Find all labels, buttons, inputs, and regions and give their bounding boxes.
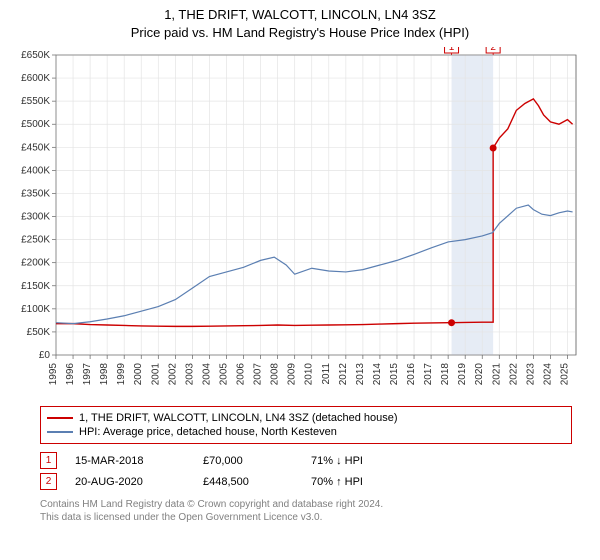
svg-text:2024: 2024 xyxy=(542,363,553,386)
svg-text:2012: 2012 xyxy=(338,363,349,386)
sale-marker-dot xyxy=(448,319,455,326)
title-line1: 1, THE DRIFT, WALCOTT, LINCOLN, LN4 3SZ xyxy=(0,6,600,24)
title-line2: Price paid vs. HM Land Registry's House … xyxy=(0,24,600,42)
svg-text:2019: 2019 xyxy=(457,363,468,386)
svg-text:£550K: £550K xyxy=(21,96,50,107)
svg-text:2013: 2013 xyxy=(355,363,366,386)
legend-swatch xyxy=(47,417,73,419)
footer-line1: Contains HM Land Registry data © Crown c… xyxy=(40,498,572,511)
svg-text:2014: 2014 xyxy=(372,363,383,386)
svg-text:2003: 2003 xyxy=(184,363,195,386)
svg-text:2004: 2004 xyxy=(201,363,212,386)
svg-text:£250K: £250K xyxy=(21,235,50,246)
svg-text:2001: 2001 xyxy=(150,363,161,386)
legend-item: 1, THE DRIFT, WALCOTT, LINCOLN, LN4 3SZ … xyxy=(47,411,565,425)
sale-price: £70,000 xyxy=(203,455,293,467)
svg-text:£150K: £150K xyxy=(21,281,50,292)
svg-text:2018: 2018 xyxy=(440,363,451,386)
svg-text:1995: 1995 xyxy=(48,363,59,386)
svg-text:1: 1 xyxy=(449,47,455,53)
svg-text:£600K: £600K xyxy=(21,73,50,84)
svg-text:2025: 2025 xyxy=(559,363,570,386)
svg-text:2002: 2002 xyxy=(167,363,178,386)
svg-text:£100K: £100K xyxy=(21,304,50,315)
svg-text:2005: 2005 xyxy=(218,363,229,386)
svg-text:2022: 2022 xyxy=(508,363,519,386)
price-chart: £0 £50K £100K £150K £200K £250K £300K £350K £400… xyxy=(8,47,592,402)
legend-swatch xyxy=(47,431,73,433)
sale-date: 20-AUG-2020 xyxy=(75,476,185,488)
sale-date: 15-MAR-2018 xyxy=(75,455,185,467)
svg-text:£500K: £500K xyxy=(21,119,50,130)
legend-label: HPI: Average price, detached house, Nort… xyxy=(79,426,337,438)
sale-marker-number: 2 xyxy=(40,473,57,490)
legend: 1, THE DRIFT, WALCOTT, LINCOLN, LN4 3SZ … xyxy=(40,406,572,444)
svg-text:£200K: £200K xyxy=(21,258,50,269)
legend-item: HPI: Average price, detached house, Nort… xyxy=(47,425,565,439)
svg-text:£0: £0 xyxy=(39,350,51,361)
svg-text:1999: 1999 xyxy=(116,363,127,386)
svg-text:1996: 1996 xyxy=(65,363,76,386)
svg-text:1997: 1997 xyxy=(82,363,93,386)
svg-text:£450K: £450K xyxy=(21,142,50,153)
svg-text:2007: 2007 xyxy=(253,363,264,386)
sale-markers-table: 1 15-MAR-2018 £70,000 71% ↓ HPI 2 20-AUG-2020… xyxy=(40,450,572,492)
sale-hpi-delta: 71% ↓ HPI xyxy=(311,455,363,467)
sale-marker-dot xyxy=(490,145,497,152)
sale-marker-number: 1 xyxy=(40,452,57,469)
legend-label: 1, THE DRIFT, WALCOTT, LINCOLN, LN4 3SZ … xyxy=(79,412,398,424)
svg-text:2011: 2011 xyxy=(321,363,332,385)
footer-line2: This data is licensed under the Open Gov… xyxy=(40,511,572,524)
svg-text:2: 2 xyxy=(490,47,496,53)
svg-text:2006: 2006 xyxy=(236,363,247,386)
svg-text:£350K: £350K xyxy=(21,189,50,200)
footer-attribution: Contains HM Land Registry data © Crown c… xyxy=(40,498,572,524)
svg-text:2023: 2023 xyxy=(525,363,536,386)
sale-marker-row: 2 20-AUG-2020 £448,500 70% ↑ HPI xyxy=(40,471,572,492)
svg-text:2010: 2010 xyxy=(304,363,315,386)
svg-text:2017: 2017 xyxy=(423,363,434,386)
svg-text:2015: 2015 xyxy=(389,363,400,386)
svg-text:2000: 2000 xyxy=(133,363,144,386)
svg-text:2009: 2009 xyxy=(287,363,298,386)
sale-marker-row: 1 15-MAR-2018 £70,000 71% ↓ HPI xyxy=(40,450,572,471)
svg-text:2020: 2020 xyxy=(474,363,485,386)
svg-text:£300K: £300K xyxy=(21,212,50,223)
sale-hpi-delta: 70% ↑ HPI xyxy=(311,476,363,488)
svg-text:£50K: £50K xyxy=(27,327,51,338)
svg-text:£400K: £400K xyxy=(21,165,50,176)
svg-text:1998: 1998 xyxy=(99,363,110,386)
svg-text:2021: 2021 xyxy=(491,363,502,386)
svg-text:2016: 2016 xyxy=(406,363,417,386)
sale-price: £448,500 xyxy=(203,476,293,488)
svg-text:2008: 2008 xyxy=(270,363,281,386)
chart-title: 1, THE DRIFT, WALCOTT, LINCOLN, LN4 3SZ … xyxy=(0,6,600,41)
svg-text:£650K: £650K xyxy=(21,50,50,61)
